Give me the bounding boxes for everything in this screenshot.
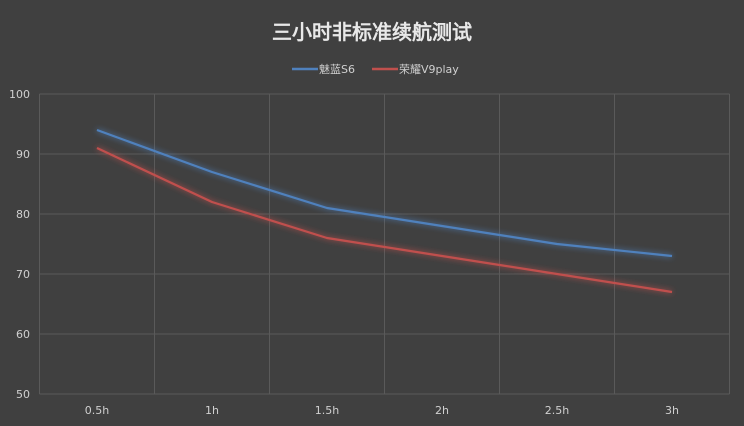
x-tick-label: 3h [665, 404, 679, 417]
y-tick-label: 60 [16, 328, 30, 341]
x-tick-label: 0.5h [85, 404, 109, 417]
legend-label: 魅蓝S6 [319, 62, 355, 76]
y-axis: 50 60 70 80 90 100 [9, 88, 30, 401]
x-axis: 0.5h 1h 1.5h 2h 2.5h 3h [85, 404, 679, 417]
y-tick-label: 100 [9, 88, 30, 101]
y-tick-label: 70 [16, 268, 30, 281]
series-line-0 [96, 128, 673, 258]
legend: 魅蓝S6 荣耀V9play [292, 62, 459, 76]
x-tick-label: 2h [435, 404, 449, 417]
y-tick-label: 50 [16, 388, 30, 401]
y-tick-label: 90 [16, 148, 30, 161]
series-line-1 [96, 147, 673, 294]
y-tick-label: 80 [16, 208, 30, 221]
x-tick-label: 1.5h [315, 404, 339, 417]
grid [39, 93, 730, 395]
x-tick-label: 2.5h [545, 404, 569, 417]
series-group [96, 128, 673, 294]
x-tick-label: 1h [205, 404, 219, 417]
chart-title: 三小时非标准续航测试 [272, 20, 472, 44]
legend-label: 荣耀V9play [399, 63, 459, 76]
